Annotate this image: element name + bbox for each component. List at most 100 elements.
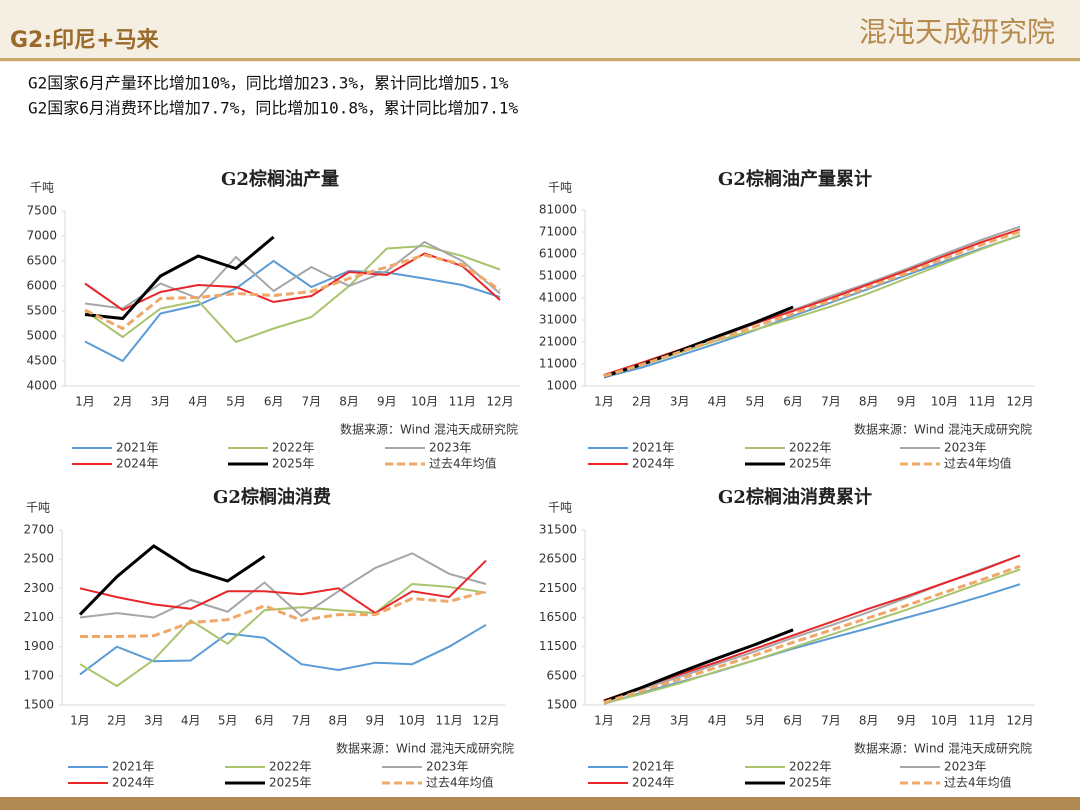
- x-tick-label: 3月: [151, 395, 171, 409]
- x-tick-label: 5月: [745, 714, 765, 728]
- legend-label: 2021年: [112, 760, 155, 774]
- footer-band: [0, 797, 1080, 810]
- y-tick-label: 1000: [546, 379, 577, 393]
- x-tick-label: 10月: [931, 714, 958, 728]
- x-tick-label: 9月: [897, 395, 917, 409]
- series-line: [603, 628, 794, 703]
- series-line: [603, 305, 794, 378]
- y-tick-label: 2500: [23, 552, 54, 566]
- x-tick-label: 4月: [708, 395, 728, 409]
- x-tick-label: 8月: [329, 714, 349, 728]
- header-band: [0, 0, 1080, 62]
- series-line: [84, 253, 501, 331]
- y-axis-label: 千吨: [548, 501, 572, 515]
- y-tick-label: 26500: [539, 552, 577, 566]
- series-line: [79, 559, 487, 615]
- x-tick-label: 3月: [670, 395, 690, 409]
- x-tick-label: 9月: [377, 395, 397, 409]
- x-tick-label: 2月: [113, 395, 133, 409]
- legend-label: 2024年: [632, 457, 675, 471]
- series-line: [84, 240, 501, 310]
- series-line: [79, 552, 487, 619]
- x-tick-label: 10月: [411, 395, 438, 409]
- x-tick-label: 6月: [255, 714, 275, 728]
- legend-label: 2025年: [269, 776, 312, 790]
- source-note: 数据来源：Wind 混沌天成研究院: [854, 741, 1032, 756]
- y-tick-label: 31000: [539, 313, 577, 327]
- series-line: [603, 568, 1021, 705]
- y-tick-label: 1900: [23, 639, 54, 653]
- x-tick-label: 8月: [859, 395, 879, 409]
- legend-label: 2021年: [632, 441, 675, 455]
- source-note: 数据来源：Wind 混沌天成研究院: [336, 741, 514, 756]
- x-tick-label: 7月: [302, 395, 322, 409]
- x-tick-label: 4月: [188, 395, 208, 409]
- series-line: [79, 623, 487, 676]
- legend-label: 2024年: [112, 776, 155, 790]
- x-tick-label: 11月: [969, 395, 996, 409]
- x-tick-label: 3月: [670, 714, 690, 728]
- header-rule: [0, 58, 1080, 61]
- x-tick-label: 1月: [594, 714, 614, 728]
- y-tick-label: 4500: [26, 354, 57, 368]
- y-axis-label: 千吨: [548, 181, 572, 195]
- legend-label: 2024年: [632, 776, 675, 790]
- series-line: [603, 583, 1021, 705]
- x-tick-label: 10月: [931, 395, 958, 409]
- series-line: [603, 554, 1021, 702]
- legend-label: 2024年: [116, 457, 159, 471]
- series-line: [84, 235, 275, 321]
- legend-label: 2023年: [944, 760, 987, 774]
- series-line: [603, 230, 1021, 378]
- legend-label: 过去4年均值: [429, 456, 497, 471]
- y-tick-label: 21000: [539, 335, 577, 349]
- source-note: 数据来源：Wind 混沌天成研究院: [854, 422, 1032, 437]
- y-tick-label: 5000: [26, 329, 57, 343]
- y-tick-label: 16500: [539, 610, 577, 624]
- x-tick-label: 4月: [181, 714, 201, 728]
- x-tick-label: 6月: [264, 395, 284, 409]
- chart-title: G2棕榈油产量累计: [718, 168, 872, 190]
- y-tick-label: 61000: [539, 247, 577, 261]
- legend-label: 2023年: [429, 441, 472, 455]
- legend-label: 2025年: [789, 776, 832, 790]
- x-tick-label: 11月: [449, 395, 476, 409]
- x-tick-label: 8月: [339, 395, 359, 409]
- legend-label: 2021年: [632, 760, 675, 774]
- y-tick-label: 7000: [26, 229, 57, 243]
- series-line: [79, 582, 487, 688]
- x-tick-label: 11月: [969, 714, 996, 728]
- series-line: [80, 589, 487, 638]
- y-tick-label: 5500: [26, 304, 57, 318]
- y-tick-label: 81000: [539, 203, 577, 217]
- legend-label: 2023年: [426, 760, 469, 774]
- legend-label: 过去4年均值: [944, 456, 1012, 471]
- y-axis-label: 千吨: [26, 501, 50, 515]
- x-tick-label: 12月: [486, 395, 513, 409]
- x-tick-label: 5月: [218, 714, 238, 728]
- y-tick-label: 1500: [23, 698, 54, 712]
- x-tick-label: 12月: [472, 714, 499, 728]
- x-tick-label: 5月: [745, 395, 765, 409]
- x-tick-label: 3月: [144, 714, 164, 728]
- y-tick-label: 2700: [23, 523, 54, 537]
- header-title: G2:印尼+马来: [10, 28, 160, 53]
- legend-label: 2025年: [789, 457, 832, 471]
- x-tick-label: 6月: [783, 714, 803, 728]
- x-tick-label: 10月: [399, 714, 426, 728]
- y-tick-label: 4000: [26, 379, 57, 393]
- y-tick-label: 2100: [23, 610, 54, 624]
- series-line: [84, 244, 501, 344]
- x-tick-label: 1月: [70, 714, 90, 728]
- y-axis-label: 千吨: [30, 181, 54, 195]
- x-tick-label: 5月: [226, 395, 246, 409]
- x-tick-label: 2月: [107, 714, 127, 728]
- y-tick-label: 1700: [23, 668, 54, 682]
- source-note: 数据来源：Wind 混沌天成研究院: [340, 422, 518, 437]
- summary-line: G2国家6月消费环比增加7.7%，同比增加10.8%，累计同比增加7.1%: [28, 99, 518, 118]
- logo: 混沌天成研究院: [859, 16, 1055, 49]
- legend-label: 2022年: [272, 441, 315, 455]
- chart-title: G2棕榈油消费: [213, 486, 331, 508]
- legend-label: 2025年: [272, 457, 315, 471]
- series-line: [603, 564, 1021, 704]
